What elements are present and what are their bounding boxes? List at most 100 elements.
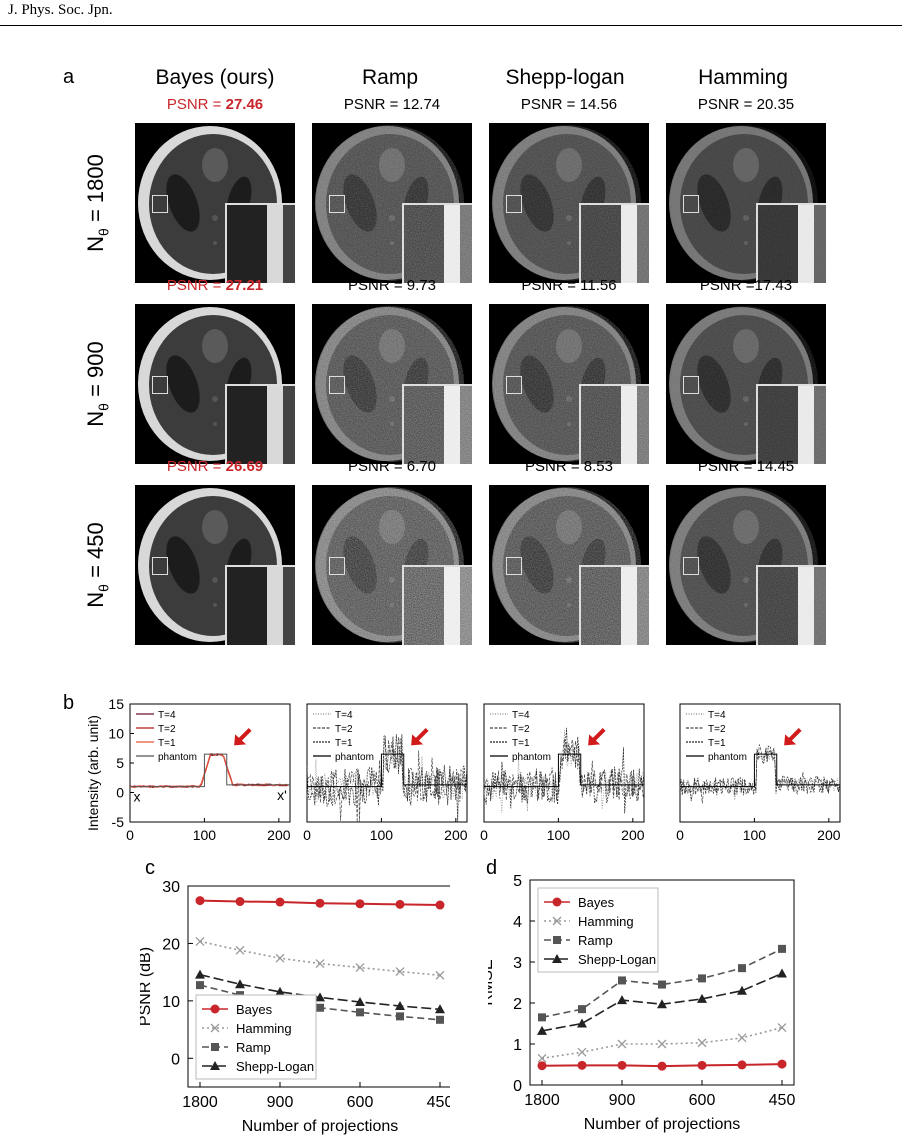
legend-label: phantom [512,752,551,763]
x-tick-label: 1800 [182,1094,218,1111]
marker-triangle [195,969,205,979]
psnr-value-bold: 27.46 [225,96,264,113]
row-label-subscript: θ [95,228,112,236]
reconstruction-image [666,304,826,464]
marker-square [538,1013,546,1022]
legend-label: Ramp [578,933,613,948]
x-axis-label: Number of projections [584,1116,741,1133]
marker-triangle [435,1004,445,1014]
legend-label: Bayes [236,1002,273,1017]
marker-square [436,1015,444,1024]
legend-label: T=1 [158,738,176,749]
roi-box [683,557,699,575]
plot-frame [483,703,645,823]
legend-label: T=2 [512,724,530,735]
series-line-T4 [679,750,840,801]
marker-triangle [315,992,325,1002]
x-tick-label: 100 [547,827,571,840]
column-title-shepp-logan: Shepp-logan [505,66,625,89]
reconstruction-image [666,485,826,645]
profile-plot-1: 0100200Distance (pixels)-5051015xx'T=4T=… [108,696,290,840]
roi-box [152,376,168,394]
y-axis-label: PSNR (dB) [140,947,154,1026]
psnr-label: PSNR = 14.56 [520,96,618,113]
marker-circle [537,1061,547,1071]
marker-x-b [235,945,245,955]
reconstruction-image [312,304,472,464]
psnr-value-bold: 26.69 [225,458,264,475]
marker-circle [657,1061,667,1071]
psnr-label: PSNR = 11.56 [521,277,617,294]
series-line-T2 [679,744,840,804]
series-line-T1 [306,734,467,823]
y-tick-label: 1 [513,1037,522,1054]
y-tick-label: 4 [513,914,522,931]
zoom-inset [225,384,295,464]
plot-frame [679,703,841,823]
panel-c-letter: c [145,857,155,879]
marker-x-b [777,1023,787,1033]
x-tick-label: 450 [427,1094,450,1111]
zoom-inset-svg [227,567,295,645]
y-tick-label: 10 [108,726,124,742]
psnr-label: PSNR = 20.35 [697,96,795,113]
legend-label: Hamming [578,914,634,929]
marker-x-b [537,1053,547,1063]
zoom-inset-svg [758,386,826,464]
psnr-label: PSNR = 14.45 [697,458,795,475]
marker-circle [210,1004,220,1014]
marker-x-b [657,1039,667,1049]
y-tick-label: 5 [513,873,522,890]
marker-circle [697,1060,707,1070]
row-label-symbol: N [83,235,108,252]
legend-label: Bayes [578,895,615,910]
legend-label: T=4 [512,710,530,721]
series-line-T2 [306,737,467,823]
legend-label: phantom [335,752,374,763]
marker-x-b [315,959,325,968]
marker-x-b [577,1047,587,1057]
plot-frame [306,703,468,823]
zoom-inset [402,384,472,464]
legend-label: Hamming [236,1021,292,1036]
roi-box [152,195,168,213]
reconstruction-image [135,304,295,464]
column-title-ramp: Ramp [361,66,419,89]
marker-circle [395,899,405,909]
row-label-value: = 1800 [83,154,108,229]
y-tick-label: 0 [513,1078,522,1095]
marker-x-b [737,1033,747,1043]
roi-box [683,376,699,394]
legend-label: phantom [158,752,197,763]
marker-circle [355,899,365,909]
marker-triangle [395,1001,405,1011]
marker-triangle [697,993,707,1003]
zoom-inset [225,203,295,283]
marker-x-b [552,916,562,926]
row-label-symbol: N [83,410,108,427]
reconstruction-image [135,123,295,283]
marker-x-b [195,936,205,946]
zoom-inset [225,565,295,645]
x-tick-label: 100 [743,827,767,840]
marker-x-b [697,1038,707,1048]
legend-label: phantom [708,752,747,763]
row-label-n-theta: Nθ = 450 [83,485,113,645]
x-tick-label: 600 [689,1092,716,1109]
reconstruction-image [312,123,472,283]
roi-box [329,557,345,575]
psnr-label: PSNR = 8.53 [525,458,613,475]
legend-label: T=1 [708,738,726,749]
zoom-inset-svg [581,205,649,283]
y-tick-label: 3 [513,955,522,972]
row-label-value: = 450 [83,522,108,585]
marker-triangle [777,968,787,978]
psnr-prefix: PSNR = [166,96,226,113]
marker-circle [777,1059,787,1069]
reconstruction-image [489,123,649,283]
series-line-T4 [483,730,644,813]
zoom-inset [579,565,649,645]
psnr-value-bold: 27.21 [225,277,264,294]
